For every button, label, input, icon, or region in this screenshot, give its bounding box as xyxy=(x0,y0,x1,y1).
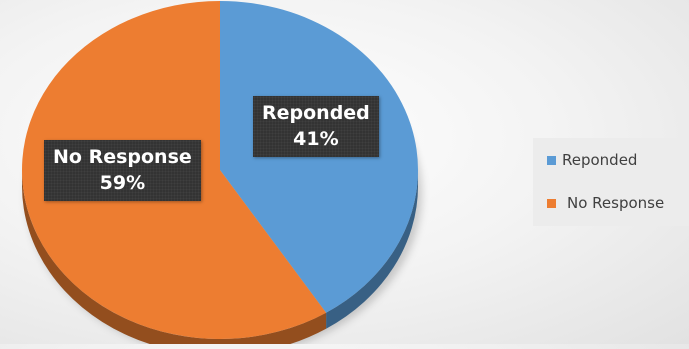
legend-label: Reponded xyxy=(562,151,638,169)
chart-legend: Reponded No Response xyxy=(533,138,689,226)
legend-swatch-orange xyxy=(547,198,556,208)
data-label-no-response: No Response 59% xyxy=(44,140,201,202)
data-label-category: Reponded xyxy=(262,102,370,124)
legend-swatch-blue xyxy=(547,155,556,165)
pie-slice-side-1 xyxy=(22,170,327,349)
data-label-category: No Response xyxy=(53,146,192,168)
data-label-reponded: Reponded 41% xyxy=(253,96,379,158)
legend-item-no-response: No Response xyxy=(547,194,664,212)
legend-item-reponded: Reponded xyxy=(547,151,637,169)
pie-slice-side-0 xyxy=(326,170,418,329)
data-label-value: 59% xyxy=(99,171,146,194)
legend-label: No Response xyxy=(567,194,665,212)
data-label-value: 41% xyxy=(293,127,339,150)
